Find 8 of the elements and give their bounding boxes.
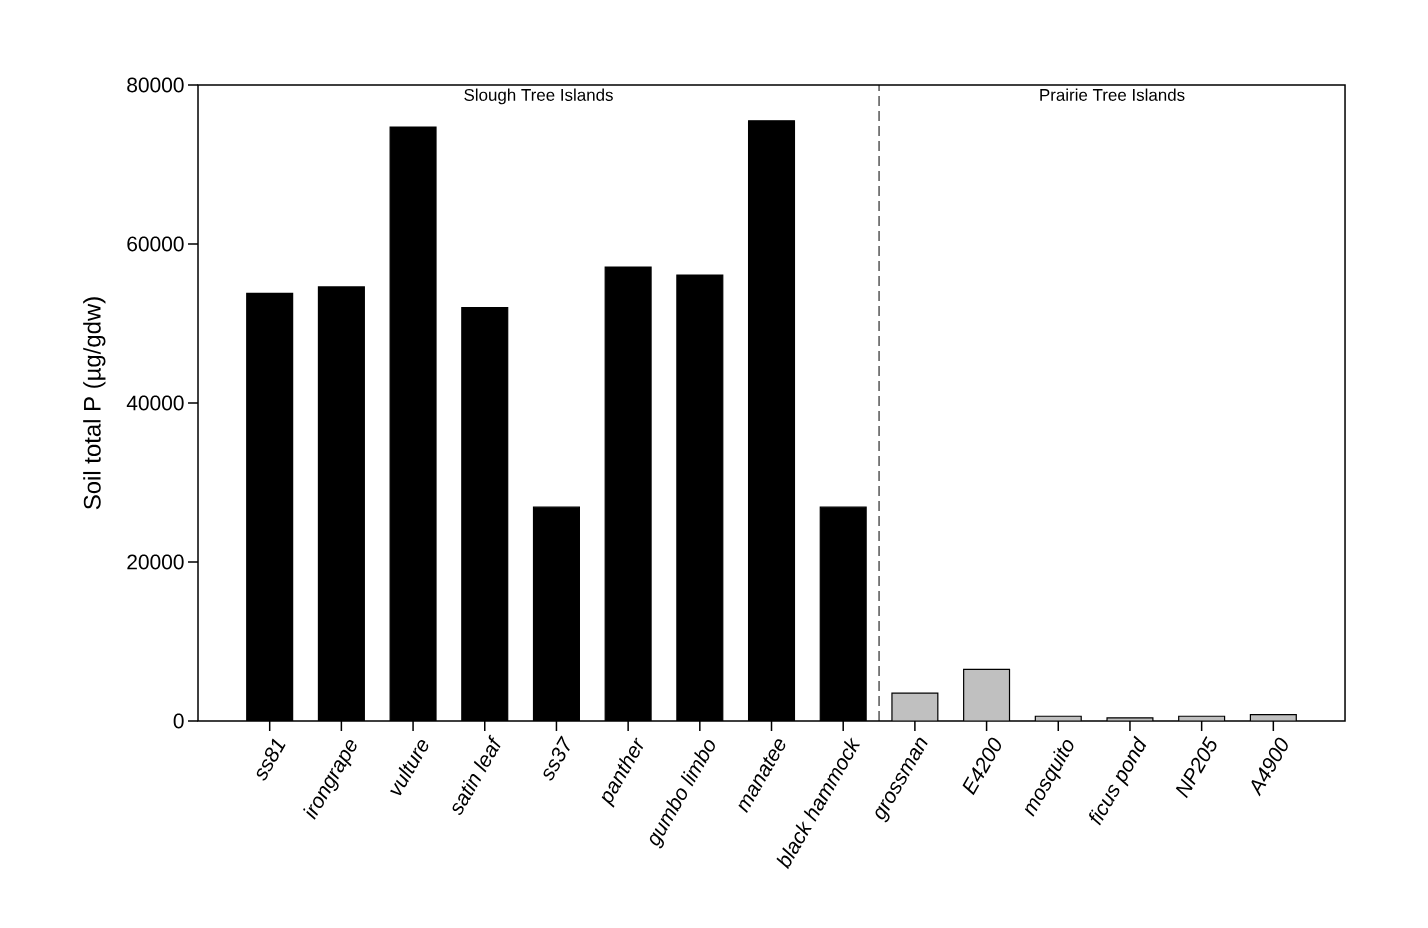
y-tick-label: 40000 bbox=[126, 395, 184, 411]
y-tick-label: 80000 bbox=[127, 77, 184, 93]
y-tick-label: 60000 bbox=[127, 236, 184, 252]
y-tick-label: 20000 bbox=[127, 554, 184, 570]
annotation: Slough Tree Islands bbox=[464, 88, 613, 105]
y-axis-title: Soil total P (µg/gdw) bbox=[83, 297, 106, 510]
y-tick-label: 0 bbox=[173, 713, 184, 729]
annotation: Prairie Tree Islands bbox=[1040, 88, 1185, 101]
